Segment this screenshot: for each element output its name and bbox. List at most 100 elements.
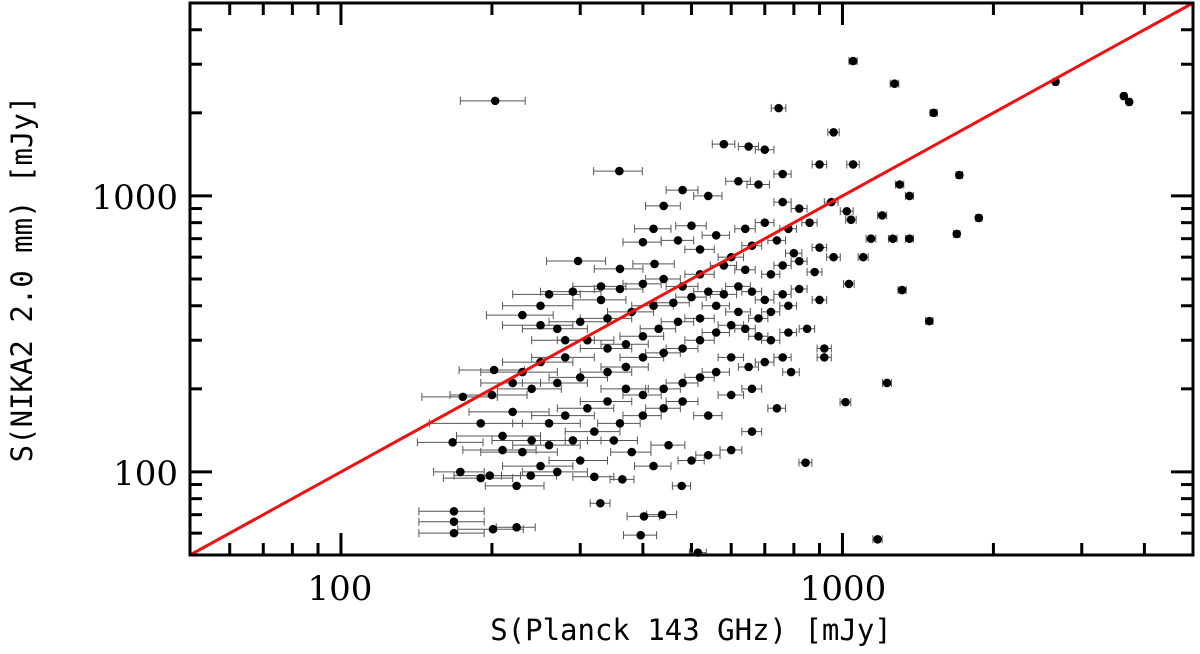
data-point [734, 307, 743, 317]
data-point [1119, 91, 1129, 101]
x-tick-label-1000: 1000 [800, 569, 887, 609]
y-tick-label-1000: 1000 [91, 178, 178, 218]
data-point [575, 456, 585, 465]
data-point [925, 316, 934, 326]
data-point [789, 248, 799, 258]
data-point [778, 169, 787, 179]
data-point [512, 481, 521, 491]
data-point [615, 284, 625, 294]
data-point [766, 307, 776, 317]
data-point [711, 367, 721, 377]
data-point [815, 295, 824, 305]
data-point [603, 397, 612, 406]
data-point [772, 236, 782, 245]
data-point [476, 473, 486, 483]
data-point [890, 79, 899, 89]
data-point [488, 524, 498, 534]
data-point [544, 440, 554, 450]
data-point [596, 282, 606, 291]
data-point [638, 390, 648, 400]
data-points [448, 56, 1134, 557]
data-point [650, 259, 659, 269]
data-point [638, 353, 648, 362]
one-to-one-line [189, 1, 1194, 557]
data-point [536, 320, 545, 330]
data-point [805, 218, 814, 227]
data-point [489, 365, 499, 375]
data-point [815, 243, 824, 252]
data-point [848, 160, 858, 169]
data-point [654, 324, 663, 334]
data-point [905, 234, 914, 243]
data-point [740, 324, 750, 334]
data-point [760, 218, 770, 227]
data-point [636, 530, 646, 540]
data-point [820, 344, 829, 353]
data-point [476, 419, 486, 428]
data-point [858, 252, 868, 262]
data-point [772, 404, 782, 413]
data-point [778, 290, 787, 299]
data-point [754, 314, 763, 323]
data-point [719, 139, 729, 149]
data-point [829, 252, 838, 262]
data-point [820, 353, 829, 362]
data-point [589, 427, 599, 436]
data-point [568, 287, 578, 296]
data-point [560, 353, 570, 362]
data-point [638, 237, 648, 247]
data-point [815, 160, 824, 169]
plot-frame [188, 1, 1195, 557]
data-point [711, 328, 721, 337]
data-point [801, 458, 810, 467]
data-point [552, 324, 562, 334]
data-point [618, 475, 627, 484]
data-point [458, 392, 468, 402]
data-point [744, 142, 753, 151]
y-tick-label-100: 100 [113, 454, 178, 494]
data-point [678, 185, 687, 195]
data-point [659, 384, 668, 394]
data-point [866, 234, 876, 243]
data-point [596, 295, 606, 305]
data-point [526, 471, 536, 480]
data-point [552, 378, 562, 388]
data-point [778, 261, 787, 270]
data-point [734, 282, 743, 291]
data-point [726, 320, 736, 330]
data-point [778, 353, 787, 362]
data-point [687, 456, 696, 465]
data-point [627, 447, 637, 457]
y-axis-label: S(NIKA2 2.0 mm) [mJy] [5, 96, 39, 463]
data-point [621, 384, 631, 394]
data-point [794, 204, 804, 213]
data-point [487, 390, 497, 400]
data-point [929, 108, 938, 118]
data-point [766, 335, 776, 345]
data-point [449, 528, 459, 538]
data-point [659, 404, 668, 413]
data-point [695, 314, 705, 323]
data-point [695, 245, 705, 254]
data-point [844, 279, 854, 289]
data-point [794, 256, 804, 266]
data-point [544, 419, 554, 428]
data-point [695, 335, 705, 345]
data-point [615, 419, 625, 428]
data-point [678, 397, 687, 406]
data-point [678, 378, 687, 388]
data-point [552, 467, 562, 477]
data-point [760, 357, 770, 367]
data-point [711, 230, 721, 240]
data-point [639, 512, 649, 521]
data-point [687, 221, 696, 230]
data-point [490, 96, 500, 106]
data-point [754, 331, 763, 341]
data-point [615, 264, 625, 274]
data-point [449, 517, 459, 527]
data-point [518, 310, 527, 320]
data-point [615, 166, 624, 176]
data-point [703, 191, 713, 201]
data-point [673, 317, 683, 327]
data-point [842, 206, 852, 216]
